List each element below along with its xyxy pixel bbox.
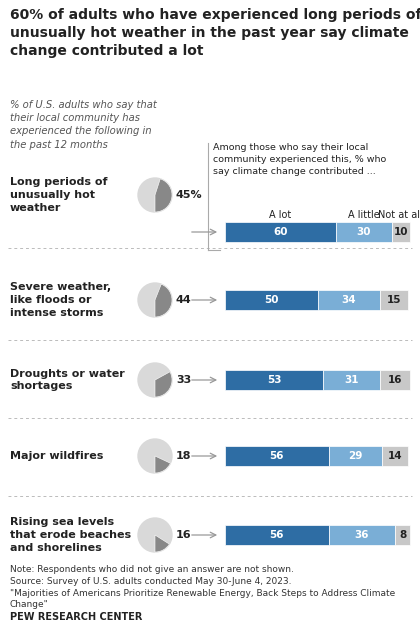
Bar: [225, 370, 323, 390]
Text: 16: 16: [176, 530, 192, 540]
Circle shape: [138, 363, 172, 397]
Text: 33: 33: [176, 375, 191, 385]
Text: 10: 10: [394, 227, 408, 237]
Wedge shape: [155, 179, 172, 212]
Wedge shape: [155, 372, 172, 397]
Circle shape: [138, 283, 172, 317]
Bar: [381, 290, 408, 310]
Text: Long periods of
unusually hot
weather: Long periods of unusually hot weather: [10, 177, 108, 213]
Text: 44: 44: [176, 295, 192, 305]
Text: 56: 56: [270, 451, 284, 461]
Text: PEW RESEARCH CENTER: PEW RESEARCH CENTER: [10, 612, 142, 622]
Wedge shape: [155, 456, 171, 473]
Bar: [395, 525, 410, 545]
Wedge shape: [155, 284, 172, 317]
Text: A lot: A lot: [269, 210, 291, 220]
Text: A little: A little: [348, 210, 380, 220]
Circle shape: [138, 518, 172, 552]
Text: Rising sea levels
that erode beaches
and shorelines: Rising sea levels that erode beaches and…: [10, 517, 131, 553]
Bar: [225, 222, 336, 242]
Bar: [225, 446, 328, 466]
Circle shape: [138, 178, 172, 212]
Text: 15: 15: [387, 295, 402, 305]
Bar: [225, 525, 328, 545]
Bar: [328, 525, 395, 545]
Text: Not at all: Not at all: [378, 210, 420, 220]
Bar: [381, 370, 410, 390]
Bar: [382, 446, 408, 466]
Text: Major wildfires: Major wildfires: [10, 451, 103, 461]
Text: 36: 36: [354, 530, 369, 540]
Circle shape: [138, 439, 172, 473]
Wedge shape: [155, 535, 169, 552]
Text: Note: Respondents who did not give an answer are not shown.
Source: Survey of U.: Note: Respondents who did not give an an…: [10, 565, 395, 609]
Text: 18: 18: [176, 451, 192, 461]
Bar: [318, 290, 381, 310]
Text: 60% of adults who have experienced long periods of
unusually hot weather in the : 60% of adults who have experienced long …: [10, 8, 420, 58]
Text: 31: 31: [344, 375, 359, 385]
Text: 45%: 45%: [176, 190, 202, 200]
Text: % of U.S. adults who say that
their local community has
experienced the followin: % of U.S. adults who say that their loca…: [10, 100, 157, 149]
Text: 16: 16: [388, 375, 402, 385]
Text: 53: 53: [267, 375, 281, 385]
Text: 34: 34: [341, 295, 356, 305]
Text: Among those who say their local
community experienced this, % who
say climate ch: Among those who say their local communit…: [213, 143, 386, 176]
Text: Severe weather,
like floods or
intense storms: Severe weather, like floods or intense s…: [10, 282, 111, 318]
Bar: [336, 222, 391, 242]
Bar: [225, 290, 318, 310]
Bar: [323, 370, 381, 390]
Text: 56: 56: [270, 530, 284, 540]
Text: 60: 60: [273, 227, 288, 237]
Text: 29: 29: [348, 451, 362, 461]
Bar: [328, 446, 382, 466]
Bar: [391, 222, 410, 242]
Text: 8: 8: [399, 530, 406, 540]
Text: 14: 14: [388, 451, 402, 461]
Text: 30: 30: [357, 227, 371, 237]
Text: Droughts or water
shortages: Droughts or water shortages: [10, 369, 125, 391]
Text: 50: 50: [264, 295, 278, 305]
